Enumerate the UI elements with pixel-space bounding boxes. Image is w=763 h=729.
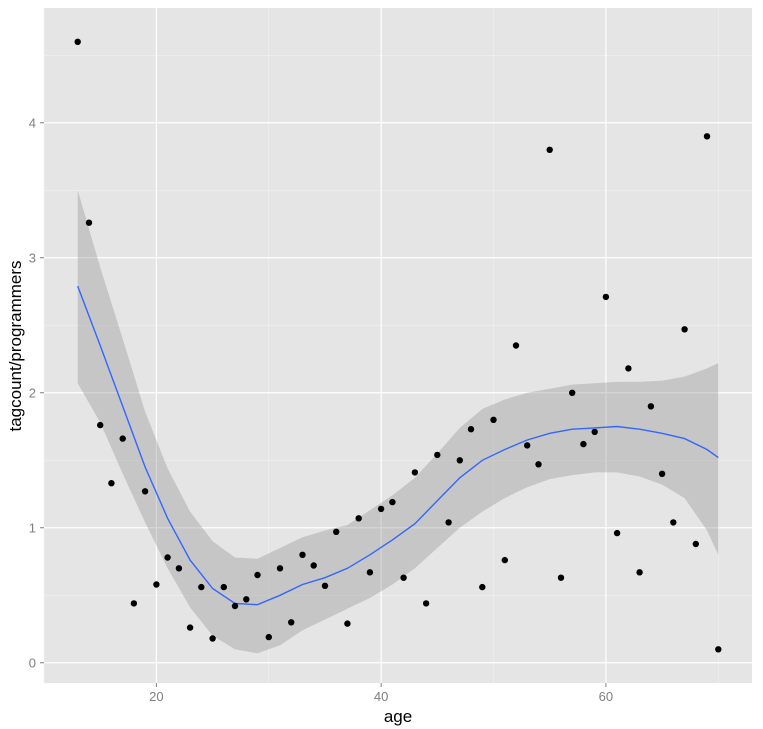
data-point xyxy=(557,574,565,581)
data-point xyxy=(434,451,441,459)
data-point xyxy=(108,480,115,487)
data-point xyxy=(377,505,385,513)
y-tick-label: 4 xyxy=(29,115,36,130)
data-point xyxy=(422,600,430,607)
plot-panel xyxy=(44,8,752,683)
data-point xyxy=(265,633,272,641)
confidence-band-layer xyxy=(77,190,719,654)
data-point xyxy=(321,582,329,589)
y-tick-label: 2 xyxy=(29,385,36,400)
data-point xyxy=(366,569,374,576)
data-point xyxy=(231,602,239,610)
grid-minor xyxy=(43,8,752,683)
data-point xyxy=(490,416,497,423)
data-point xyxy=(141,488,149,495)
data-point xyxy=(658,470,666,477)
data-point xyxy=(97,421,104,429)
x-tick-label: 40 xyxy=(374,689,388,704)
confidence-band xyxy=(77,190,719,654)
data-point xyxy=(74,38,81,45)
x-tick-label: 20 xyxy=(149,689,163,704)
data-point xyxy=(411,469,419,476)
data-point xyxy=(299,551,306,558)
data-point xyxy=(130,600,138,607)
data-point xyxy=(602,293,610,301)
data-point xyxy=(681,326,688,333)
data-point xyxy=(198,583,205,591)
x-axis-ticks: 20 40 60 xyxy=(149,683,613,704)
data-point xyxy=(512,342,520,349)
data-point xyxy=(580,440,587,448)
y-tick-label: 0 xyxy=(29,655,36,670)
data-point xyxy=(85,219,93,226)
data-point xyxy=(175,565,183,572)
data-point xyxy=(445,519,452,526)
data-point xyxy=(613,529,621,537)
data-point xyxy=(715,646,722,653)
data-point xyxy=(625,365,632,372)
data-point xyxy=(569,389,576,396)
x-tick-label: 60 xyxy=(599,689,613,704)
data-point xyxy=(479,583,486,591)
data-point xyxy=(591,428,598,436)
data-point xyxy=(647,403,655,410)
data-point xyxy=(288,619,295,626)
data-point xyxy=(243,596,250,603)
grid-major xyxy=(44,8,752,683)
data-point xyxy=(344,620,351,627)
smooth-line xyxy=(77,285,719,606)
data-point xyxy=(400,574,407,581)
data-point xyxy=(546,146,553,153)
data-point xyxy=(333,528,340,535)
data-point xyxy=(276,565,284,572)
y-axis-title: tagcount/programmers xyxy=(6,260,25,431)
data-point xyxy=(164,554,171,561)
data-point xyxy=(636,569,643,576)
data-point xyxy=(692,540,699,548)
y-axis-ticks: 0 1 2 3 4 xyxy=(29,115,44,670)
data-point xyxy=(501,556,508,564)
data-point xyxy=(220,583,227,591)
data-point xyxy=(355,515,362,522)
smooth-line-layer xyxy=(77,285,719,606)
data-point xyxy=(153,581,160,588)
data-point xyxy=(254,571,261,579)
data-point xyxy=(703,133,711,140)
data-point xyxy=(524,442,531,449)
data-point xyxy=(209,635,216,642)
data-point xyxy=(186,624,194,631)
data-point xyxy=(456,457,463,464)
data-point xyxy=(119,435,126,442)
y-tick-label: 3 xyxy=(29,250,36,265)
data-point xyxy=(535,461,542,468)
y-tick-label: 1 xyxy=(29,520,36,535)
data-point xyxy=(670,519,677,526)
data-point xyxy=(389,498,396,506)
x-axis-title: age xyxy=(384,707,412,726)
data-point xyxy=(310,562,317,569)
points-layer xyxy=(74,38,722,653)
data-point xyxy=(467,426,475,433)
